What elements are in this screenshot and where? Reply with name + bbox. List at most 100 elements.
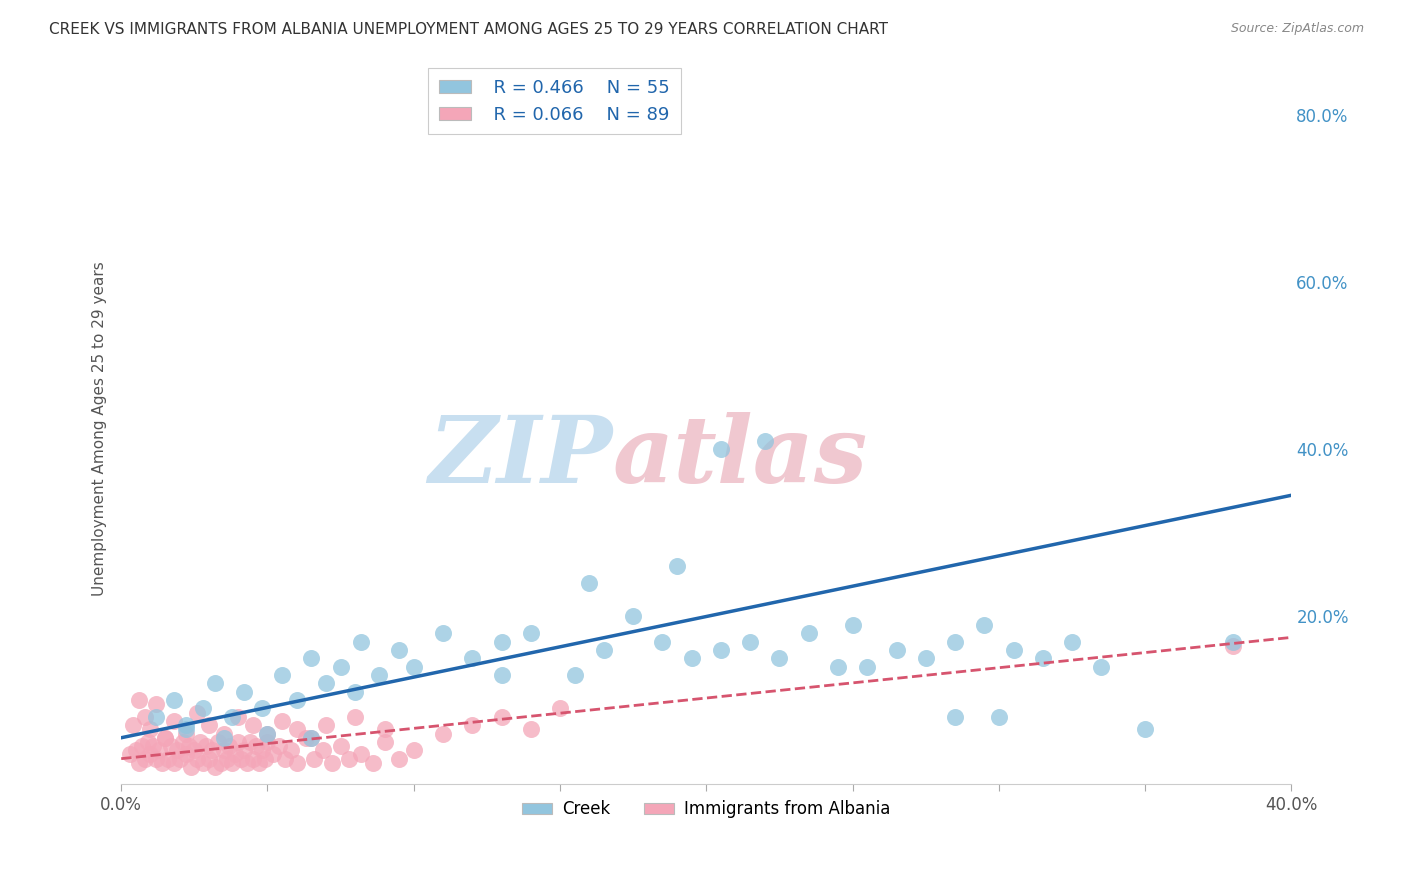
Point xyxy=(350,634,373,648)
Point xyxy=(136,735,159,749)
Point xyxy=(139,723,162,737)
Point xyxy=(886,643,908,657)
Point xyxy=(122,718,145,732)
Point xyxy=(145,752,167,766)
Text: Source: ZipAtlas.com: Source: ZipAtlas.com xyxy=(1230,22,1364,36)
Point xyxy=(299,731,322,745)
Point xyxy=(1060,634,1083,648)
Point xyxy=(1002,643,1025,657)
Point xyxy=(195,739,218,753)
Point xyxy=(250,701,273,715)
Point xyxy=(274,752,297,766)
Point xyxy=(198,718,221,732)
Point xyxy=(285,723,308,737)
Point xyxy=(191,756,214,770)
Point xyxy=(221,756,243,770)
Point xyxy=(125,743,148,757)
Point xyxy=(1090,659,1112,673)
Point xyxy=(491,710,513,724)
Point xyxy=(1032,651,1054,665)
Point xyxy=(233,685,256,699)
Point xyxy=(139,747,162,762)
Point xyxy=(163,693,186,707)
Point xyxy=(294,731,316,745)
Point xyxy=(491,634,513,648)
Point xyxy=(256,726,278,740)
Point xyxy=(163,756,186,770)
Point xyxy=(118,747,141,762)
Point xyxy=(271,714,294,728)
Point xyxy=(253,752,276,766)
Point xyxy=(1133,723,1156,737)
Point xyxy=(315,676,337,690)
Point xyxy=(218,739,240,753)
Point xyxy=(578,576,600,591)
Point xyxy=(191,701,214,715)
Point xyxy=(520,626,543,640)
Point xyxy=(943,634,966,648)
Point xyxy=(186,706,208,720)
Point xyxy=(280,743,302,757)
Point xyxy=(768,651,790,665)
Point xyxy=(710,442,733,457)
Point xyxy=(402,659,425,673)
Point xyxy=(204,676,226,690)
Point xyxy=(491,668,513,682)
Point xyxy=(188,735,211,749)
Point xyxy=(329,659,352,673)
Point xyxy=(150,756,173,770)
Point xyxy=(198,752,221,766)
Point xyxy=(973,618,995,632)
Point xyxy=(224,747,246,762)
Point xyxy=(247,756,270,770)
Point xyxy=(160,739,183,753)
Point xyxy=(1222,639,1244,653)
Point xyxy=(548,701,571,715)
Point xyxy=(212,743,235,757)
Point xyxy=(157,752,180,766)
Point xyxy=(315,718,337,732)
Point xyxy=(163,714,186,728)
Point xyxy=(245,739,267,753)
Point xyxy=(285,756,308,770)
Y-axis label: Unemployment Among Ages 25 to 29 years: Unemployment Among Ages 25 to 29 years xyxy=(93,261,107,596)
Point xyxy=(250,743,273,757)
Point xyxy=(285,693,308,707)
Point xyxy=(329,739,352,753)
Point xyxy=(388,643,411,657)
Point xyxy=(299,731,322,745)
Point xyxy=(339,752,361,766)
Point xyxy=(153,731,176,745)
Point xyxy=(236,756,259,770)
Point xyxy=(373,735,395,749)
Point xyxy=(172,735,194,749)
Point xyxy=(856,659,879,673)
Point xyxy=(215,752,238,766)
Point xyxy=(177,739,200,753)
Point xyxy=(651,634,673,648)
Point xyxy=(134,710,156,724)
Point xyxy=(299,651,322,665)
Point xyxy=(226,735,249,749)
Point xyxy=(174,747,197,762)
Point xyxy=(201,743,224,757)
Legend: Creek, Immigrants from Albania: Creek, Immigrants from Albania xyxy=(516,794,897,825)
Point xyxy=(1222,634,1244,648)
Text: ZIP: ZIP xyxy=(429,412,613,502)
Point xyxy=(666,559,689,574)
Point xyxy=(128,756,150,770)
Text: atlas: atlas xyxy=(613,412,868,502)
Point xyxy=(943,710,966,724)
Point xyxy=(367,668,389,682)
Point xyxy=(373,723,395,737)
Point xyxy=(169,752,191,766)
Point xyxy=(432,626,454,640)
Point xyxy=(231,752,253,766)
Point xyxy=(256,726,278,740)
Point xyxy=(174,723,197,737)
Point xyxy=(166,743,188,757)
Point xyxy=(239,735,262,749)
Point xyxy=(388,752,411,766)
Point xyxy=(461,651,484,665)
Point xyxy=(710,643,733,657)
